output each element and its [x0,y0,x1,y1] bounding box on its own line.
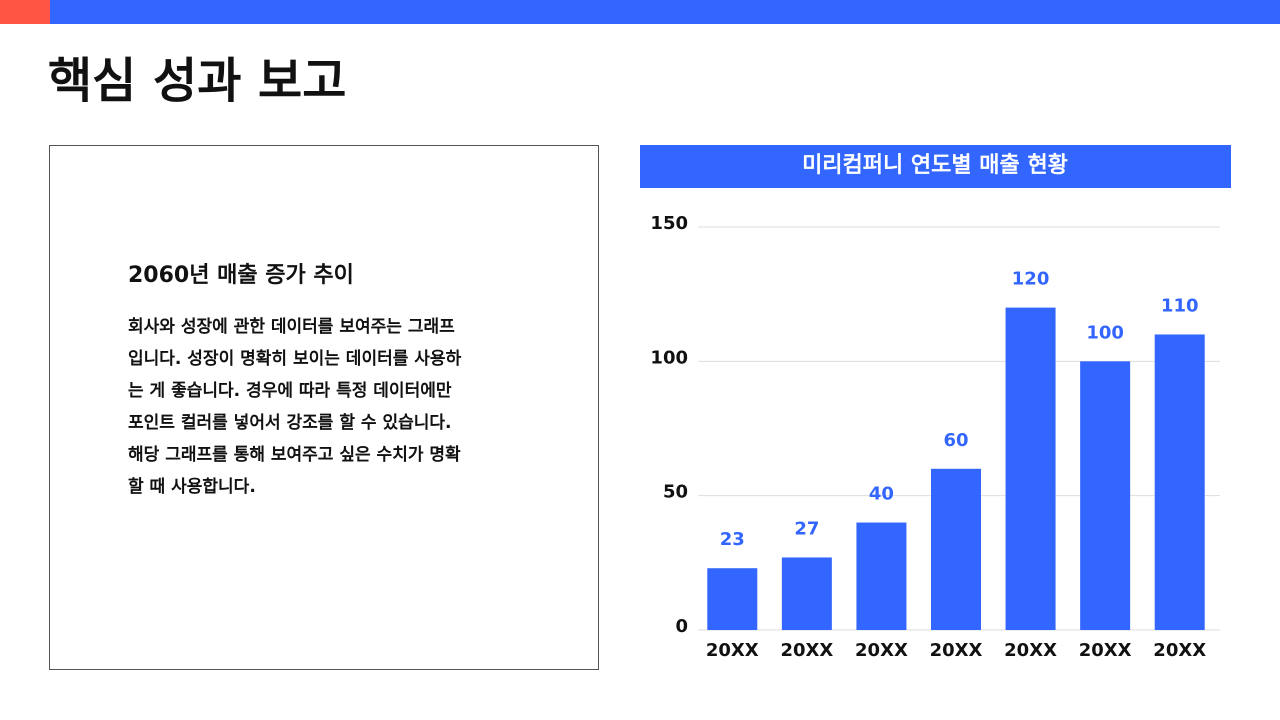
x-tick-label: 20XX [1004,640,1057,661]
value-label: 23 [720,529,745,550]
slide-title: 핵심 성과 보고 [48,53,346,109]
y-tick-label: 100 [650,347,688,368]
body-line: 는 게 좋습니다. 경우에 따라 특정 데이터에만 [128,381,452,401]
body-line: 해당 그래프를 통해 보여주고 싶은 수치가 명확 [128,445,461,465]
chart-title-banner [640,145,1231,188]
bar [931,468,981,630]
bar [781,557,832,630]
chart-title: 미리컴퍼니 연도별 매출 현황 [802,153,1068,178]
bar [1005,307,1056,630]
bar [856,522,907,630]
value-label: 100 [1086,322,1124,343]
x-tick-label: 20XX [930,640,983,661]
value-label: 110 [1161,295,1199,316]
y-tick-label: 150 [650,213,688,234]
x-tick-label: 20XX [1153,640,1206,661]
body-line: 할 때 사용합니다. [128,476,256,497]
value-label: 120 [1012,269,1050,290]
y-tick-label: 0 [675,616,688,637]
bar [1080,361,1131,630]
text-heading: 2060년 매출 증가 추이 [128,263,354,288]
top-bar [0,0,1280,24]
value-label: 40 [869,484,894,505]
top-accent [0,0,50,24]
x-tick-label: 20XX [780,640,833,661]
x-tick-label: 20XX [706,640,759,661]
y-tick-label: 50 [663,482,688,503]
body-line: 회사와 성장에 관한 데이터를 보여주는 그래프 [128,317,455,337]
body-line: 입니다. 성장이 명확히 보이는 데이터를 사용하 [128,349,462,369]
text-box [49,145,599,670]
body-line: 포인트 컬러를 넣어서 강조를 할 수 있습니다. [128,413,452,433]
x-tick-label: 20XX [855,640,908,661]
value-label: 60 [943,430,968,451]
value-label: 27 [794,518,819,539]
x-tick-label: 20XX [1079,640,1132,661]
bar [707,568,758,630]
bar [1154,334,1205,630]
